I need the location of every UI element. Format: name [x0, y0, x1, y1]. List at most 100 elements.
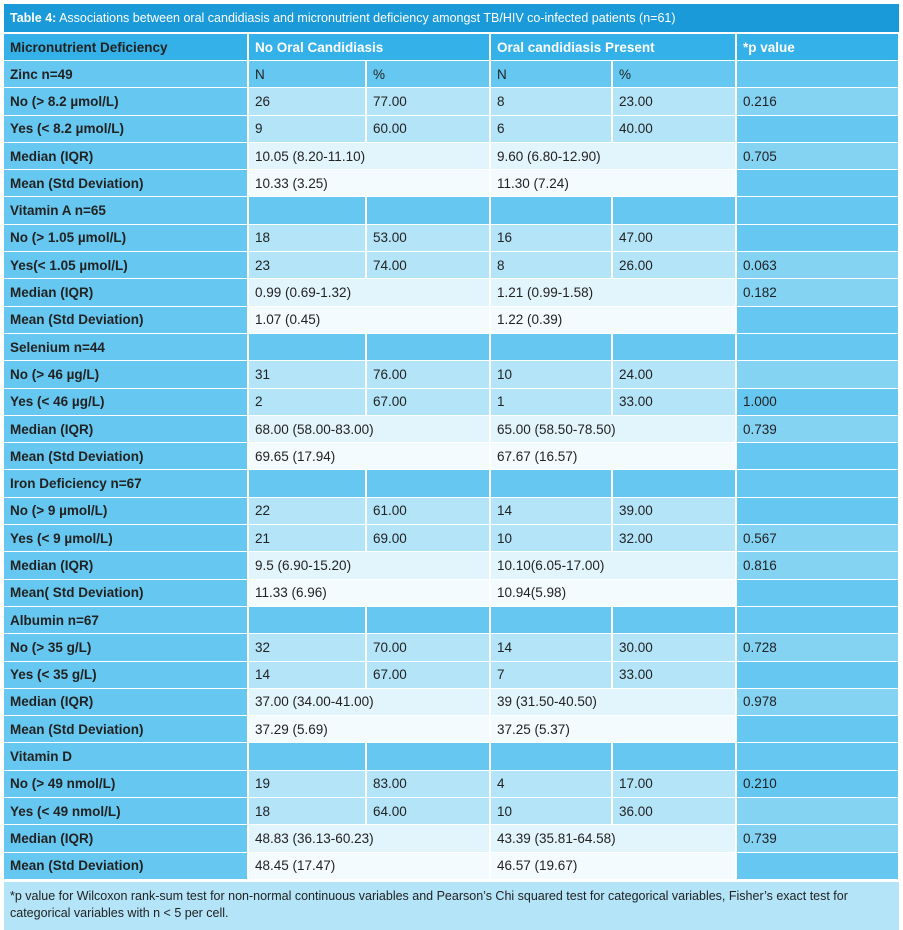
- table-cell: [612, 333, 738, 362]
- p-value-cell: [736, 169, 901, 198]
- table-cell: [490, 333, 614, 362]
- table-cell: N: [490, 60, 614, 89]
- table-cell: 46.57 (19.67): [490, 852, 738, 880]
- table-cell: 1: [490, 388, 614, 416]
- table-row: Yes (< 8.2 µmol/L) 9 60.00 6 40.00: [4, 115, 901, 143]
- table-cell: [248, 333, 367, 362]
- row-label: Median (IQR): [4, 278, 249, 307]
- table-cell: 23: [248, 251, 367, 280]
- row-label: Median (IQR): [4, 551, 249, 580]
- p-value-cell: 0.567: [736, 524, 901, 553]
- table-row: No (> 49 nmol/L) 19 83.00 4 17.00 0.210: [4, 770, 901, 799]
- table-cell: 11.33 (6.96): [248, 579, 492, 607]
- table-cell: 14: [490, 497, 614, 526]
- table-cell: 74.00: [366, 251, 492, 280]
- header-cell-no-candidiasis: No Oral Candidiasis: [248, 34, 492, 61]
- table-cell: 2: [248, 388, 367, 416]
- row-label: Vitamin A n=65: [4, 196, 249, 225]
- row-label: Iron Deficiency n=67: [4, 469, 249, 498]
- row-label: No (> 49 nmol/L): [4, 770, 249, 799]
- p-value-cell: 0.739: [736, 415, 901, 444]
- p-value-cell: [736, 797, 901, 826]
- table-cell: 61.00: [366, 497, 492, 526]
- row-label: No (> 9 µmol/L): [4, 497, 249, 526]
- table-cell: [366, 196, 492, 225]
- section-row: Iron Deficiency n=67: [4, 469, 901, 498]
- table-cell: 60.00: [366, 115, 492, 143]
- table-cell: 10.94(5.98): [490, 579, 738, 607]
- table-row: No (> 8.2 µmol/L) 26 77.00 8 23.00 0.216: [4, 87, 901, 116]
- table-cell: 16: [490, 224, 614, 253]
- p-value-cell: [736, 606, 901, 635]
- row-label: Mean (Std Deviation): [4, 715, 249, 744]
- row-label: Yes (< 8.2 µmol/L): [4, 115, 249, 143]
- table-cell: [490, 196, 614, 225]
- table-cell: 69.65 (17.94): [248, 442, 492, 471]
- table-cell: 31: [248, 360, 367, 389]
- table-cell: 10.33 (3.25): [248, 169, 492, 198]
- table-row: Mean (Std Deviation) 1.07 (0.45) 1.22 (0.3…: [4, 306, 901, 334]
- table-cell: 11.30 (7.24): [490, 169, 738, 198]
- row-label: Median (IQR): [4, 142, 249, 171]
- table-cell: 10: [490, 360, 614, 389]
- table-cell: %: [366, 60, 492, 89]
- p-value-cell: 0.182: [736, 278, 901, 307]
- p-value-cell: [736, 360, 901, 389]
- table-cell: 67.00: [366, 388, 492, 416]
- row-label: No (> 46 µg/L): [4, 360, 249, 389]
- row-label: Albumin n=67: [4, 606, 249, 635]
- p-value-cell: 0.210: [736, 770, 901, 799]
- table-cell: 14: [248, 661, 367, 689]
- table-row: Mean (Std Deviation) 69.65 (17.94) 67.67 (…: [4, 442, 901, 471]
- p-value-cell: 0.063: [736, 251, 901, 280]
- p-value-cell: [736, 333, 901, 362]
- table-row: Median (IQR) 0.99 (0.69-1.32) 1.21 (0.99-1…: [4, 278, 901, 307]
- row-label: Yes (< 9 µmol/L): [4, 524, 249, 553]
- table-row: No (> 9 µmol/L) 22 61.00 14 39.00: [4, 497, 901, 526]
- table-cell: 40.00: [612, 115, 738, 143]
- table-cell: [612, 606, 738, 635]
- table-cell: 4: [490, 770, 614, 799]
- table-row: Mean( Std Deviation) 11.33 (6.96) 10.94(5.…: [4, 579, 901, 607]
- table-cell: 48.83 (36.13-60.23): [248, 824, 492, 853]
- p-value-cell: [736, 442, 901, 471]
- table-cell: 47.00: [612, 224, 738, 253]
- table-cell: [612, 196, 738, 225]
- p-value-cell: 0.739: [736, 824, 901, 853]
- p-value-cell: [736, 661, 901, 689]
- table-cell: 21: [248, 524, 367, 553]
- table-cell: 19: [248, 770, 367, 799]
- row-label: Mean (Std Deviation): [4, 442, 249, 471]
- table-row: No (> 1.05 µmol/L) 18 53.00 16 47.00: [4, 224, 901, 253]
- table-cell: [366, 469, 492, 498]
- table-cell: [612, 742, 738, 771]
- table-cell: 18: [248, 797, 367, 826]
- row-label: Mean (Std Deviation): [4, 306, 249, 334]
- table-cell: [490, 742, 614, 771]
- table-row: Median (IQR) 37.00 (34.00-41.00) 39 (31.50…: [4, 688, 901, 717]
- table-row: Mean (Std Deviation) 10.33 (3.25) 11.30 (7…: [4, 169, 901, 198]
- table-cell: 39 (31.50-40.50): [490, 688, 738, 717]
- p-value-cell: 0.816: [736, 551, 901, 580]
- p-value-cell: [736, 742, 901, 771]
- table-row: Median (IQR) 10.05 (8.20-11.10) 9.60 (6.80…: [4, 142, 901, 171]
- table-row: Yes (< 9 µmol/L) 21 69.00 10 32.00 0.567: [4, 524, 901, 553]
- row-label: Yes (< 46 µg/L): [4, 388, 249, 416]
- table-cell: 0.99 (0.69-1.32): [248, 278, 492, 307]
- table-cell: 77.00: [366, 87, 492, 116]
- header-cell-micronutrient: Micronutrient Deficiency: [4, 34, 249, 61]
- p-value-cell: 0.216: [736, 87, 901, 116]
- table-cell: 26: [248, 87, 367, 116]
- table-cell: 9.5 (6.90-15.20): [248, 551, 492, 580]
- section-row: Vitamin D: [4, 742, 901, 771]
- row-label: No (> 8.2 µmol/L): [4, 87, 249, 116]
- table-cell: 33.00: [612, 661, 738, 689]
- row-label: Yes(< 1.05 µmol/L): [4, 251, 249, 280]
- table-cell: [248, 469, 367, 498]
- table-row: Yes(< 1.05 µmol/L) 23 74.00 8 26.00 0.063: [4, 251, 901, 280]
- table-cell: 32: [248, 633, 367, 662]
- table-cell: 10.10(6.05-17.00): [490, 551, 738, 580]
- row-label: No (> 35 g/L): [4, 633, 249, 662]
- table-cell: 37.25 (5.37): [490, 715, 738, 744]
- table-cell: 22: [248, 497, 367, 526]
